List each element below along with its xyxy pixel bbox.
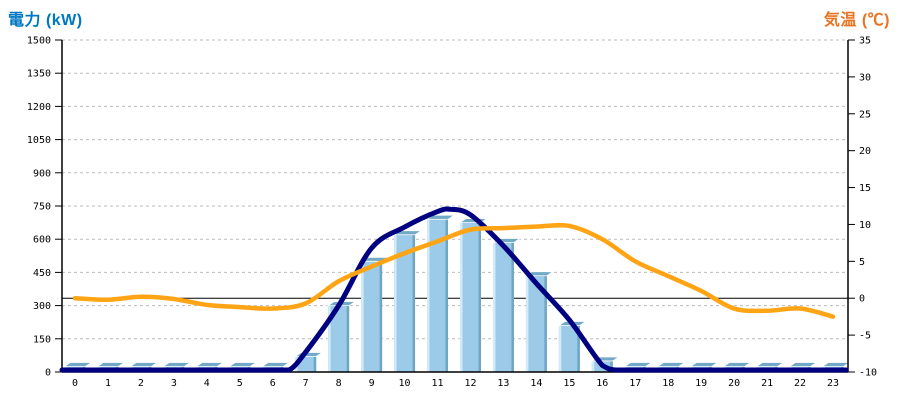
svg-text:900: 900 bbox=[33, 168, 51, 179]
svg-text:1500: 1500 bbox=[27, 36, 51, 47]
right-axis-title: 気温 (℃) bbox=[823, 12, 890, 29]
svg-text:30: 30 bbox=[859, 72, 871, 83]
svg-text:6: 6 bbox=[270, 378, 276, 389]
svg-text:3: 3 bbox=[171, 378, 177, 389]
svg-text:21: 21 bbox=[761, 378, 773, 389]
svg-text:35: 35 bbox=[859, 36, 871, 47]
svg-text:1050: 1050 bbox=[27, 135, 51, 146]
temperature-line bbox=[72, 222, 836, 319]
svg-text:15: 15 bbox=[563, 378, 575, 389]
svg-text:2: 2 bbox=[138, 378, 144, 389]
svg-text:-10: -10 bbox=[859, 368, 877, 379]
left-axis-title: 電力 (kW) bbox=[8, 12, 83, 29]
svg-text:-5: -5 bbox=[859, 331, 871, 342]
power-bar-hour-11 bbox=[425, 214, 456, 372]
right-axis-labels: -10 -5 0 5 10 15 20 25 30 35 bbox=[848, 36, 877, 379]
svg-text:14: 14 bbox=[530, 378, 542, 389]
svg-text:20: 20 bbox=[859, 146, 871, 157]
power-curve-line bbox=[59, 206, 849, 373]
svg-text:4: 4 bbox=[204, 378, 210, 389]
svg-text:7: 7 bbox=[303, 378, 309, 389]
svg-text:23: 23 bbox=[827, 378, 839, 389]
svg-text:1200: 1200 bbox=[27, 102, 51, 113]
power-bar-hour-10 bbox=[392, 230, 423, 372]
svg-text:5: 5 bbox=[237, 378, 243, 389]
svg-text:450: 450 bbox=[33, 268, 51, 279]
power-bar-hour-12 bbox=[458, 218, 489, 372]
svg-text:1350: 1350 bbox=[27, 69, 51, 80]
svg-text:13: 13 bbox=[497, 378, 509, 389]
svg-text:10: 10 bbox=[859, 220, 871, 231]
svg-text:16: 16 bbox=[596, 378, 608, 389]
left-axis-labels: 0 150 300 450 600 750 900 1050 1200 1350 1500 bbox=[27, 36, 62, 379]
svg-text:0: 0 bbox=[45, 368, 51, 379]
svg-text:300: 300 bbox=[33, 301, 51, 312]
power-bar-hour-14 bbox=[524, 271, 555, 372]
power-bar-hour-15 bbox=[557, 321, 588, 372]
svg-text:15: 15 bbox=[859, 183, 871, 194]
svg-text:150: 150 bbox=[33, 334, 51, 345]
svg-text:18: 18 bbox=[662, 378, 674, 389]
svg-text:25: 25 bbox=[859, 109, 871, 120]
svg-text:11: 11 bbox=[431, 378, 443, 389]
power-bar-hour-9 bbox=[359, 256, 390, 372]
svg-text:12: 12 bbox=[464, 378, 476, 389]
svg-text:5: 5 bbox=[859, 257, 865, 268]
svg-text:17: 17 bbox=[629, 378, 641, 389]
svg-text:750: 750 bbox=[33, 202, 51, 213]
svg-text:0: 0 bbox=[72, 378, 78, 389]
svg-text:22: 22 bbox=[794, 378, 806, 389]
svg-text:8: 8 bbox=[336, 378, 342, 389]
power-bar-hour-8 bbox=[326, 301, 357, 372]
x-axis-labels: 0 1 2 3 4 5 6 7 8 9 10 11 12 13 14 15 16 17 18 19 20 21 22 23 bbox=[72, 378, 839, 389]
svg-text:0: 0 bbox=[859, 294, 865, 305]
gridlines bbox=[62, 39, 848, 340]
svg-text:20: 20 bbox=[728, 378, 740, 389]
svg-text:1: 1 bbox=[105, 378, 111, 389]
svg-text:10: 10 bbox=[399, 378, 411, 389]
svg-text:600: 600 bbox=[33, 235, 51, 246]
svg-text:9: 9 bbox=[369, 378, 375, 389]
svg-text:19: 19 bbox=[695, 378, 707, 389]
